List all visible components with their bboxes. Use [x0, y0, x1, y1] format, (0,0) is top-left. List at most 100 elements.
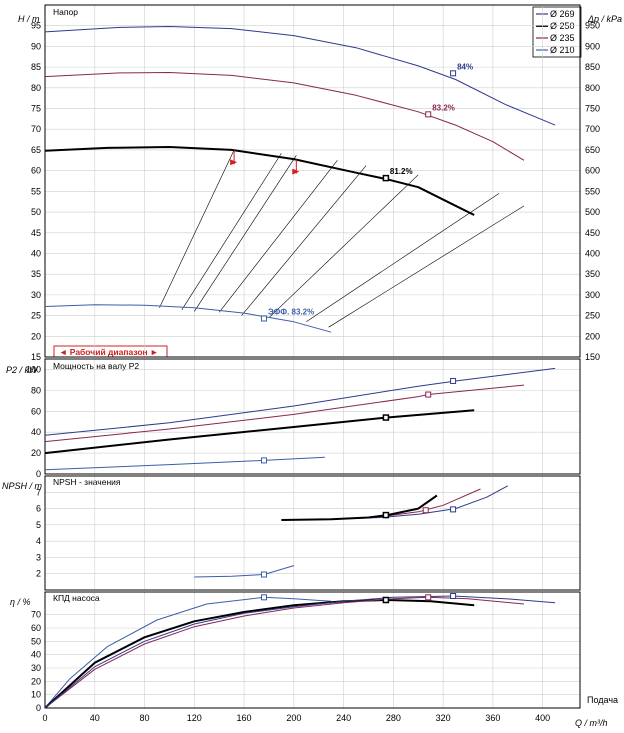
- series-line: [44, 409, 475, 455]
- panel-0: 15 150 20 200 25 250 30 300 35 350 40 400 45 450 50 500…: [31, 4, 600, 362]
- y-tick-label-right: 700: [585, 124, 600, 134]
- range-marker-arrow: [292, 168, 300, 175]
- x-tick-label: 240: [336, 713, 351, 723]
- y-tick-label: 55: [31, 186, 41, 196]
- panel-frame: [44, 475, 581, 591]
- y-tick-label: 20: [31, 448, 41, 458]
- panel-1: 0 20 40 60 80 100: [26, 358, 581, 479]
- y-tick-label: 85: [31, 62, 41, 72]
- panel-3: 0 10 20 30 40 50 60 70: [31, 591, 581, 713]
- y-tick-label-right: 650: [585, 145, 600, 155]
- y-label-power: P2 / kW: [6, 365, 39, 375]
- panel-title-efficiency: КПД насоса: [53, 593, 100, 603]
- y-tick-label: 60: [31, 166, 41, 176]
- y-tick-label: 5: [36, 520, 41, 530]
- y-tick-label-right: 350: [585, 269, 600, 279]
- y-tick-label: 70: [31, 124, 41, 134]
- series-line: [44, 72, 525, 161]
- y-tick-label: 4: [36, 536, 41, 546]
- series-line: [194, 565, 294, 578]
- duty-point: [260, 594, 267, 601]
- series-line: [44, 146, 475, 216]
- y-tick-label-right: 400: [585, 248, 600, 258]
- panel-frame: [44, 358, 581, 475]
- y-tick-label-right: 800: [585, 83, 600, 93]
- x-tick-label: 120: [187, 713, 202, 723]
- y-tick-label-right: 600: [585, 166, 600, 176]
- series-line: [44, 367, 556, 436]
- duty-point: [382, 174, 390, 182]
- y-tick-label-right: 750: [585, 104, 600, 114]
- iso-line: [241, 165, 367, 316]
- series-line: [44, 596, 525, 709]
- x-label: Q / m³/h: [575, 718, 608, 728]
- iso-line: [268, 174, 419, 318]
- panel-title-power: Мощность на валу P2: [53, 361, 139, 371]
- x-tick-label: 200: [286, 713, 301, 723]
- x-tick-label: 0: [42, 713, 47, 723]
- x-tick-label: 400: [535, 713, 550, 723]
- y-label-efficiency: η / %: [10, 597, 31, 607]
- y-tick-label-right: 950: [585, 21, 600, 31]
- y-tick-label: 100: [26, 364, 41, 374]
- duty-point: [450, 593, 457, 599]
- range-marker-arrow: [230, 159, 238, 166]
- y-tick-label: 40: [31, 427, 41, 437]
- panel-frame: [44, 591, 581, 709]
- duty-point: [450, 506, 457, 513]
- y-tick-label-right: 550: [585, 186, 600, 196]
- y-tick-label-right: 250: [585, 311, 600, 321]
- y-tick-label-right: 200: [585, 331, 600, 341]
- x-label-left: Подача: [587, 695, 618, 705]
- iso-line: [306, 193, 500, 323]
- y-tick-label-right: 900: [585, 41, 600, 51]
- y-tick-label: 30: [31, 290, 41, 300]
- iso-line: [181, 153, 282, 310]
- series-line: [44, 304, 332, 333]
- y-tick-label: 2: [36, 569, 41, 579]
- working-range-label: ◄ Рабочий диапазон ►: [59, 347, 158, 357]
- series-line: [44, 384, 525, 443]
- duty-point: [260, 571, 267, 578]
- y-tick-label: 20: [31, 331, 41, 341]
- x-tick-label: 40: [90, 713, 100, 723]
- point-label: 81.2%: [390, 167, 413, 176]
- y-tick-label: 6: [36, 504, 41, 514]
- panel-title-head: Напор: [53, 7, 78, 17]
- duty-point: [425, 594, 432, 601]
- duty-point: [382, 511, 390, 519]
- series-line: [44, 596, 332, 709]
- duty-point: [260, 315, 267, 322]
- legend-item-235: Ø 235: [550, 33, 575, 43]
- y-tick-label: 65: [31, 145, 41, 155]
- y-label-npsh: NPSH / m: [2, 481, 43, 491]
- iso-line: [328, 205, 525, 328]
- y-tick-label: 40: [31, 650, 41, 660]
- point-label: 84%: [457, 62, 473, 71]
- y-tick-label: 90: [31, 41, 41, 51]
- duty-point: [382, 596, 390, 604]
- x-tick-label: 360: [485, 713, 500, 723]
- series-line: [44, 456, 325, 471]
- iso-line: [194, 155, 297, 312]
- y-label-head: H / m: [18, 14, 40, 24]
- y-tick-label-right: 450: [585, 228, 600, 238]
- y-tick-label-right: 500: [585, 207, 600, 217]
- x-tick-label: 320: [436, 713, 451, 723]
- point-label: 83.2%: [432, 103, 455, 112]
- y-tick-label: 35: [31, 269, 41, 279]
- y-label-pressure: Δp / kPa: [587, 14, 622, 24]
- panel-frame: [44, 4, 581, 358]
- y-tick-label: 50: [31, 207, 41, 217]
- series-line: [44, 599, 475, 709]
- y-tick-label: 60: [31, 623, 41, 633]
- y-tick-label: 60: [31, 406, 41, 416]
- y-tick-label: 50: [31, 636, 41, 646]
- panel-title-npsh: NPSH - значения: [53, 477, 121, 487]
- x-tick-label: 280: [386, 713, 401, 723]
- y-tick-label: 20: [31, 676, 41, 686]
- y-tick-label: 80: [31, 83, 41, 93]
- y-tick-label: 15: [31, 352, 41, 362]
- iso-line: [159, 149, 235, 308]
- legend-item-210: Ø 210: [550, 45, 575, 55]
